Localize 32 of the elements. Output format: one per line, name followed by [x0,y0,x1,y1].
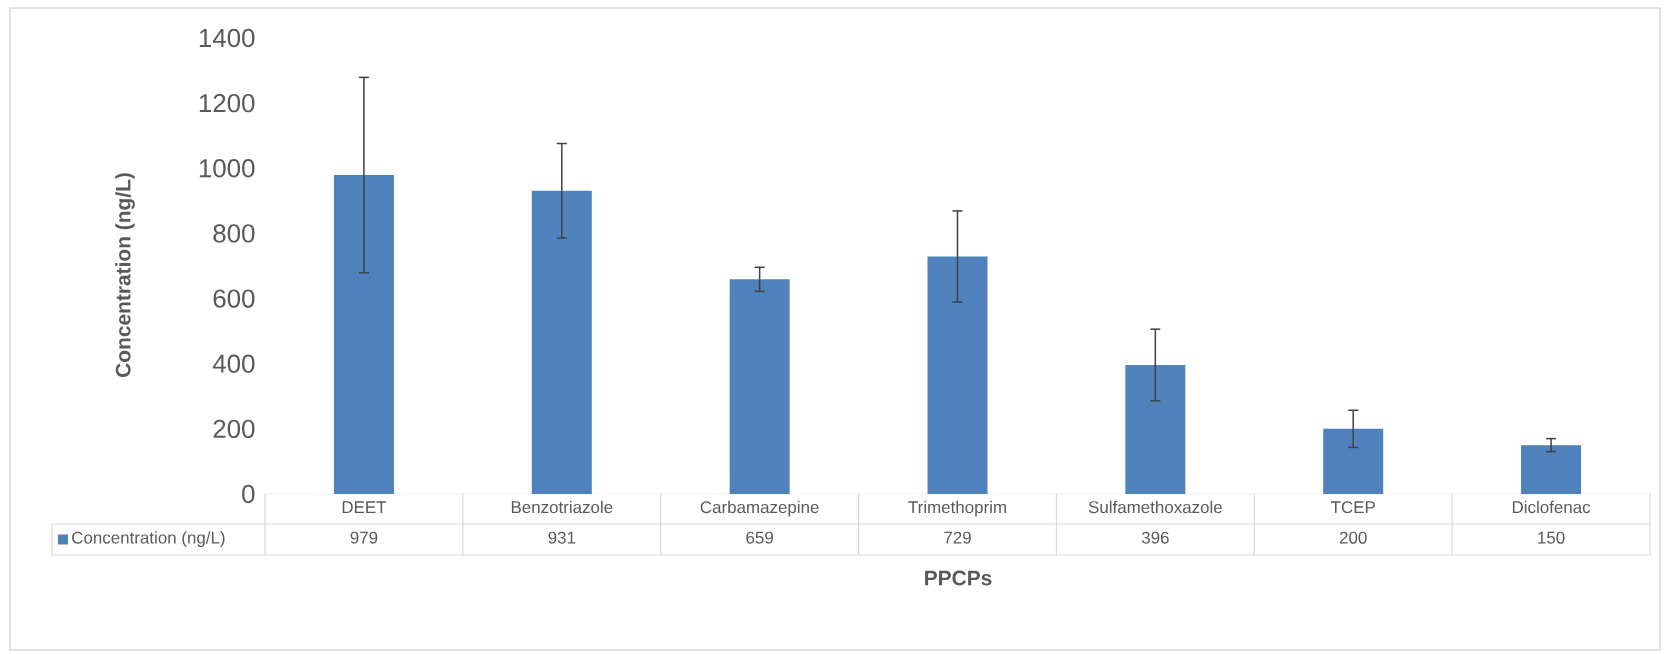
x-tick-label: Benzotriazole [511,500,613,514]
x-tick-label: Trimethoprim [908,500,1006,517]
x-tick-label: Carbamazepine [700,500,819,517]
y-tick-label: 1400 [199,28,255,48]
legend-label: Concentration (ng/L) [72,531,225,547]
data-label: 979 [350,531,378,544]
bar [531,190,592,494]
x-tick-label: TCEP [1331,501,1375,514]
y-tick-label: 400 [212,354,255,373]
y-tick-label: 200 [213,419,255,439]
y-tick-label: 1200 [199,93,255,113]
data-label: 150 [1538,531,1565,544]
data-label: 659 [746,531,773,544]
y-axis-title: Concentration (ng/L) [115,173,135,377]
bar [729,279,790,494]
data-label: 931 [548,531,576,544]
bar [927,256,988,494]
x-tick-label: DEET [342,501,387,513]
data-label: 396 [1141,531,1169,544]
y-tick-label: 0 [242,484,255,504]
y-tick-label: 800 [213,224,255,243]
x-axis-title: PPCPs [925,570,992,586]
bar [333,175,394,494]
bar [1125,365,1186,494]
bar [1323,428,1384,494]
bar [1521,445,1582,494]
y-tick-label: 1000 [199,159,255,178]
y-tick-label: 600 [213,289,255,308]
x-tick-label: Sulfamethoxazole [1088,500,1222,514]
x-tick-label: Diclofenac [1512,500,1591,514]
data-label: 729 [944,531,971,544]
data-label: 200 [1339,531,1367,544]
